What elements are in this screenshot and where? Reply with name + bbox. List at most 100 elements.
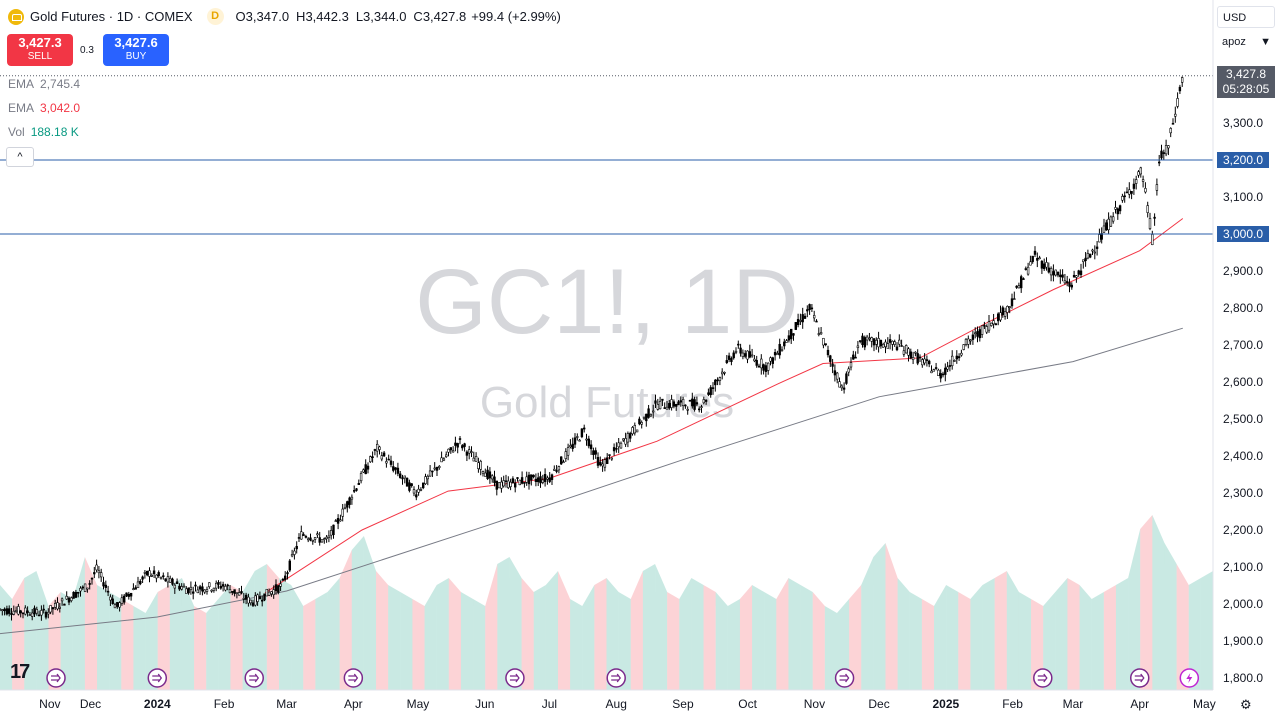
candle-body bbox=[136, 581, 140, 589]
indicator-value: 3,042.0 bbox=[40, 101, 81, 115]
candle-body bbox=[1107, 218, 1110, 231]
candle-body bbox=[872, 338, 876, 346]
candle-body bbox=[93, 572, 96, 575]
candle-body bbox=[810, 307, 814, 310]
candle-body bbox=[895, 346, 899, 351]
candle-body bbox=[479, 461, 482, 470]
candle-body bbox=[520, 477, 524, 484]
symbol-title[interactable]: Gold Futures · 1D · COMEX bbox=[30, 9, 193, 24]
candle-body bbox=[116, 602, 119, 607]
symbol-header[interactable]: Gold Futures · 1D · COMEX D O 3,347.0 H 3,… bbox=[8, 8, 561, 25]
time-tick-label: Nov bbox=[39, 697, 60, 711]
candle-body bbox=[845, 373, 848, 384]
candle-body bbox=[789, 328, 793, 340]
indicator-volume[interactable]: Vol 188.18 K bbox=[8, 125, 79, 139]
candle-body bbox=[1054, 269, 1057, 276]
candle-body bbox=[1010, 298, 1014, 307]
candle-body bbox=[449, 447, 452, 451]
candle-body bbox=[543, 474, 547, 482]
candle-body bbox=[332, 524, 335, 536]
candle-body bbox=[67, 597, 71, 603]
candle-body bbox=[81, 586, 85, 589]
sell-button[interactable]: 3,427.3 SELL bbox=[7, 34, 73, 66]
candle-body bbox=[941, 373, 945, 376]
scale-mode-select[interactable]: apoz ▼ bbox=[1217, 31, 1275, 53]
candle-body bbox=[1169, 128, 1172, 134]
candle-body bbox=[28, 614, 32, 616]
candle-body bbox=[960, 352, 963, 356]
ema-lines bbox=[0, 218, 1184, 635]
candle-body bbox=[849, 362, 853, 368]
time-tick-label: Apr bbox=[1130, 697, 1149, 711]
volume-segment bbox=[934, 585, 947, 690]
candle-body bbox=[279, 583, 282, 587]
candle-body bbox=[19, 610, 22, 614]
candle-body bbox=[1072, 274, 1076, 278]
candle-body bbox=[815, 320, 818, 323]
candle-body bbox=[1144, 188, 1147, 193]
candle-body bbox=[1001, 307, 1005, 316]
candle-body bbox=[1155, 184, 1159, 191]
volume-segment bbox=[752, 585, 765, 690]
candle-body bbox=[831, 363, 834, 367]
marker-glyph bbox=[152, 673, 163, 683]
volume-segment bbox=[1067, 578, 1080, 690]
candle-body bbox=[555, 470, 558, 472]
candle-body bbox=[357, 483, 360, 485]
tradingview-logo[interactable]: 17 bbox=[10, 661, 30, 683]
candle-body bbox=[946, 366, 949, 370]
candle-body bbox=[1151, 234, 1154, 246]
candle-body bbox=[704, 399, 708, 402]
candle-body bbox=[776, 353, 779, 355]
candle-body bbox=[842, 387, 846, 390]
candle-body bbox=[718, 377, 722, 381]
candle-body bbox=[596, 457, 600, 466]
volume-segment bbox=[1079, 585, 1092, 690]
candle-body bbox=[858, 340, 862, 342]
collapse-legend-button[interactable]: ^ bbox=[6, 147, 34, 167]
candle-body bbox=[196, 589, 199, 594]
candle-body bbox=[1141, 179, 1145, 182]
volume-segment bbox=[994, 571, 1007, 690]
interval-badge[interactable]: D bbox=[206, 8, 224, 25]
volume-segment bbox=[533, 585, 546, 690]
buy-button[interactable]: 3,427.6 BUY bbox=[103, 34, 169, 66]
level-label-3000[interactable]: 3,000.0 bbox=[1217, 226, 1269, 242]
currency-select[interactable]: USD bbox=[1217, 6, 1275, 28]
volume-segment bbox=[1115, 578, 1129, 690]
candle-body bbox=[24, 607, 27, 615]
candle-body bbox=[617, 442, 620, 448]
candle-body bbox=[875, 339, 878, 345]
candle-body bbox=[334, 520, 337, 522]
candle-body bbox=[852, 354, 855, 360]
candle-body bbox=[1070, 284, 1074, 288]
candle-body bbox=[408, 482, 411, 491]
candle-body bbox=[619, 442, 623, 449]
settings-gear-icon[interactable]: ⚙ bbox=[1240, 697, 1252, 712]
candle-body bbox=[251, 602, 255, 606]
candle-body bbox=[86, 587, 89, 590]
candle-body bbox=[132, 588, 135, 590]
candle-body bbox=[686, 408, 689, 411]
sell-label: SELL bbox=[27, 51, 53, 62]
candle-body bbox=[1038, 257, 1041, 260]
indicator-ema-long[interactable]: EMA 2,745.4 bbox=[8, 77, 80, 91]
indicator-ema-short[interactable]: EMA 3,042.0 bbox=[8, 101, 80, 115]
candle-body bbox=[470, 451, 473, 453]
candle-body bbox=[937, 369, 940, 376]
volume-segment bbox=[145, 592, 158, 690]
volume-segment bbox=[1091, 592, 1104, 690]
level-label-3200[interactable]: 3,200.0 bbox=[1217, 152, 1269, 168]
candle-body bbox=[428, 470, 432, 477]
candle-body bbox=[435, 467, 439, 471]
candle-body bbox=[123, 595, 126, 603]
volume-segment bbox=[12, 578, 25, 690]
volume-segment bbox=[1043, 592, 1056, 690]
candle-body bbox=[599, 461, 602, 466]
volume-segment bbox=[133, 606, 146, 690]
candle-body bbox=[42, 608, 45, 611]
candle-body bbox=[155, 574, 158, 579]
candle-body bbox=[1130, 191, 1133, 194]
